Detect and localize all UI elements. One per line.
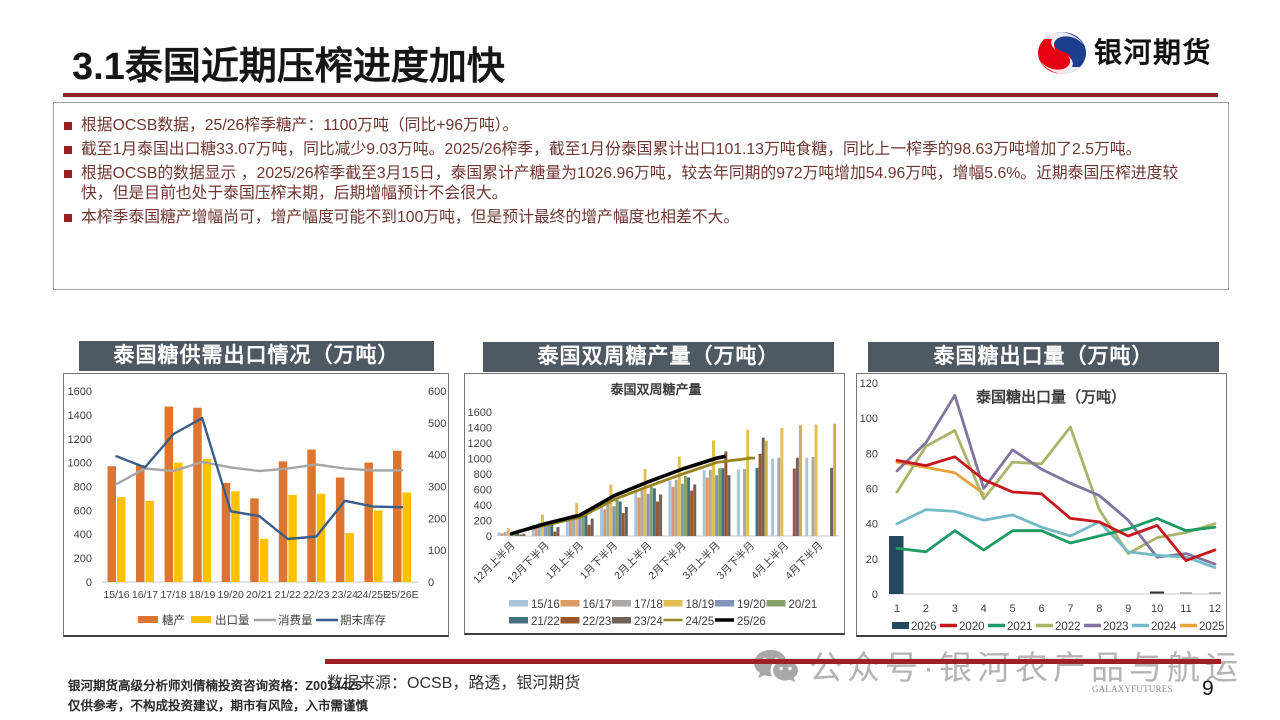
svg-text:泰国糖出口量（万吨）: 泰国糖出口量（万吨） [975, 388, 1126, 406]
svg-text:19/20: 19/20 [737, 599, 766, 611]
svg-text:7: 7 [1067, 603, 1073, 615]
svg-text:200: 200 [474, 516, 492, 528]
svg-text:16/17: 16/17 [583, 599, 612, 611]
svg-text:100: 100 [428, 545, 446, 557]
svg-text:1600: 1600 [68, 386, 92, 398]
svg-text:16/17: 16/17 [132, 589, 158, 601]
svg-text:4: 4 [981, 603, 987, 615]
svg-text:12: 12 [1209, 603, 1221, 615]
svg-text:期末库存: 期末库存 [340, 613, 386, 627]
svg-text:20/21: 20/21 [246, 589, 272, 601]
svg-text:2020: 2020 [959, 621, 985, 633]
svg-text:400: 400 [428, 450, 446, 462]
svg-text:17/18: 17/18 [634, 599, 663, 611]
svg-text:0: 0 [872, 589, 878, 601]
svg-text:4月下半月: 4月下半月 [782, 539, 825, 582]
svg-text:0: 0 [486, 531, 492, 543]
svg-text:15/16: 15/16 [531, 599, 560, 611]
svg-text:2026: 2026 [911, 621, 937, 633]
svg-text:泰国双周糖产量: 泰国双周糖产量 [609, 382, 701, 397]
svg-text:25/26: 25/26 [737, 616, 766, 628]
svg-text:40: 40 [866, 519, 878, 531]
svg-text:23/24: 23/24 [634, 616, 663, 628]
svg-text:9: 9 [1125, 603, 1131, 615]
svg-text:1600: 1600 [468, 407, 492, 419]
svg-text:1400: 1400 [468, 423, 492, 435]
svg-text:2: 2 [923, 603, 929, 615]
svg-text:600: 600 [474, 485, 492, 497]
svg-text:17/18: 17/18 [160, 589, 186, 601]
svg-text:1000: 1000 [468, 454, 492, 466]
svg-text:0: 0 [86, 577, 92, 589]
svg-text:10: 10 [1151, 603, 1163, 615]
svg-text:23/24: 23/24 [332, 589, 358, 601]
svg-text:21/22: 21/22 [275, 589, 301, 601]
svg-text:2022: 2022 [1055, 621, 1081, 633]
svg-text:2025: 2025 [1199, 621, 1225, 633]
svg-text:600: 600 [428, 386, 446, 398]
svg-text:25/26E: 25/26E [385, 589, 418, 601]
svg-text:20/21: 20/21 [789, 599, 818, 611]
svg-text:消费量: 消费量 [278, 613, 313, 627]
svg-text:21/22: 21/22 [531, 616, 560, 628]
svg-text:24/25: 24/25 [686, 616, 715, 628]
svg-text:2024: 2024 [1151, 621, 1177, 633]
svg-text:1000: 1000 [68, 458, 92, 470]
svg-text:120: 120 [860, 378, 878, 390]
svg-text:400: 400 [74, 529, 92, 541]
svg-text:5: 5 [1010, 603, 1016, 615]
svg-text:400: 400 [474, 500, 492, 512]
svg-text:300: 300 [428, 482, 446, 494]
svg-text:22/23: 22/23 [583, 616, 612, 628]
svg-text:8: 8 [1096, 603, 1102, 615]
svg-text:糖产: 糖产 [162, 613, 185, 627]
svg-text:60: 60 [866, 484, 878, 496]
svg-text:200: 200 [428, 513, 446, 525]
svg-text:80: 80 [866, 448, 878, 460]
svg-text:500: 500 [428, 418, 446, 430]
svg-text:1400: 1400 [68, 410, 92, 422]
svg-text:2023: 2023 [1103, 621, 1129, 633]
svg-text:24/25E: 24/25E [357, 589, 390, 601]
svg-text:1200: 1200 [68, 434, 92, 446]
svg-text:22/23: 22/23 [303, 589, 329, 601]
svg-text:18/19: 18/19 [686, 599, 715, 611]
svg-text:0: 0 [428, 577, 434, 589]
svg-text:1200: 1200 [468, 438, 492, 450]
svg-text:出口量: 出口量 [215, 613, 250, 627]
svg-text:2021: 2021 [1007, 621, 1033, 633]
svg-text:800: 800 [474, 469, 492, 481]
svg-text:18/19: 18/19 [189, 589, 215, 601]
svg-text:19/20: 19/20 [218, 589, 244, 601]
svg-text:20: 20 [866, 554, 878, 566]
svg-text:600: 600 [74, 505, 92, 517]
svg-text:1: 1 [894, 603, 900, 615]
svg-text:11: 11 [1180, 603, 1191, 615]
svg-text:3: 3 [952, 603, 958, 615]
svg-text:15/16: 15/16 [103, 589, 129, 601]
svg-text:100: 100 [860, 413, 878, 425]
svg-text:6: 6 [1038, 603, 1044, 615]
svg-text:800: 800 [74, 482, 92, 494]
svg-text:200: 200 [74, 553, 92, 565]
